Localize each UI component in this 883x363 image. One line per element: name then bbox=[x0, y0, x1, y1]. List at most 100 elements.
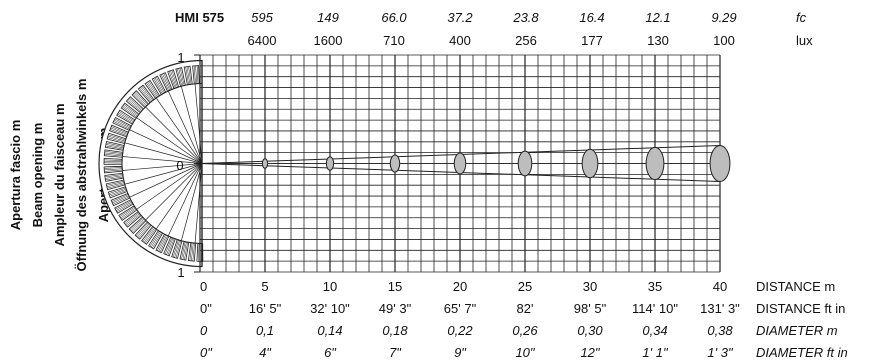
fan-hatch bbox=[131, 218, 145, 232]
fan-hatch bbox=[175, 240, 182, 259]
fan-hatch bbox=[125, 213, 140, 226]
fan-hatch bbox=[122, 105, 138, 117]
fan-radial bbox=[180, 163, 203, 241]
fan-hatch bbox=[171, 70, 178, 88]
fan-hatch bbox=[186, 66, 191, 85]
axis-row-label: DISTANCE m bbox=[756, 279, 835, 294]
lux-unit: lux bbox=[796, 33, 813, 48]
fan-hatch bbox=[155, 76, 165, 93]
axis-row-value: 1' 1" bbox=[642, 345, 669, 360]
beam-angle-fan bbox=[98, 59, 204, 268]
fan-hatch bbox=[129, 97, 143, 111]
axis-row-value: 6" bbox=[324, 345, 337, 360]
axis-row-value: 0,38 bbox=[707, 323, 733, 338]
fan-hatch bbox=[123, 104, 139, 116]
fan-radial bbox=[129, 163, 203, 198]
fan-radial bbox=[124, 142, 203, 164]
y-axis-titles: Apertura fascio m Beam opening m Ampleur… bbox=[8, 79, 111, 272]
y-axis-title-it: Apertura fascio m bbox=[8, 120, 23, 231]
fan-radial bbox=[122, 163, 203, 171]
axis-row-value: 0,26 bbox=[512, 323, 538, 338]
fc-value: 12.1 bbox=[645, 10, 670, 25]
lux-value: 6400 bbox=[248, 33, 277, 48]
beam-spot bbox=[389, 154, 401, 173]
fan-hatch bbox=[143, 227, 155, 243]
axis-row-value: 49' 3" bbox=[379, 301, 412, 316]
fan-hatch bbox=[196, 65, 199, 84]
fan-hatch bbox=[107, 135, 126, 142]
fan-hatch bbox=[105, 145, 124, 150]
axis-row-value: 9" bbox=[454, 345, 467, 360]
fan-hatch bbox=[140, 86, 153, 102]
fan-hatch bbox=[141, 85, 154, 101]
axis-row-value: 12" bbox=[580, 345, 600, 360]
fan-hatch bbox=[153, 78, 163, 95]
fan-radial bbox=[180, 86, 203, 164]
fan-hatch bbox=[106, 142, 124, 147]
fan-hatch bbox=[132, 93, 146, 107]
fan-inner-arc bbox=[121, 83, 203, 244]
fc-value: 66.0 bbox=[381, 10, 407, 25]
axis-row-value: 0,22 bbox=[447, 323, 473, 338]
axis-row-value: 20 bbox=[453, 279, 467, 294]
axis-row-value: 0,1 bbox=[256, 323, 274, 338]
fan-hatch bbox=[150, 231, 161, 248]
fan-hatch bbox=[160, 74, 169, 91]
fan-hatch bbox=[134, 92, 147, 106]
fan-radial bbox=[136, 163, 203, 210]
fan-radial bbox=[167, 163, 203, 237]
fan-hatch bbox=[181, 241, 186, 260]
fc-value: 149 bbox=[317, 10, 339, 25]
fan-hatch bbox=[118, 112, 134, 123]
fan-hatch bbox=[158, 235, 167, 252]
axis-row-value: 32' 10" bbox=[310, 301, 350, 316]
axis-row-value: 82' bbox=[517, 301, 534, 316]
fan-hatch bbox=[145, 228, 156, 244]
fan-hatch bbox=[106, 181, 125, 186]
fan-radial bbox=[122, 156, 203, 164]
beam-spot bbox=[261, 158, 269, 169]
fan-hatch bbox=[104, 152, 123, 156]
fc-value: 23.8 bbox=[512, 10, 539, 25]
fan-hatch bbox=[121, 208, 137, 220]
fan-radial bbox=[194, 163, 203, 244]
fan-radial bbox=[194, 83, 203, 164]
fan-hatch bbox=[167, 238, 175, 256]
axis-row-value: 0,18 bbox=[382, 323, 408, 338]
axis-row-value: 0,14 bbox=[317, 323, 342, 338]
fan-hatch bbox=[109, 188, 127, 196]
illuminance-rows: 595 149 66.0 37.2 23.8 16.4 12.1 9.29 fc 6400 1600… bbox=[248, 10, 814, 48]
fan-radial bbox=[129, 129, 203, 164]
distance-rows: 0 5 10 15 20 25 30 35 40 DISTANCE m 0" 16' 5" 32' 10… bbox=[200, 279, 848, 360]
axis-row-value: 114' 10" bbox=[632, 301, 678, 316]
fan-hatch bbox=[136, 222, 149, 237]
fan-hatch bbox=[191, 242, 194, 261]
fan-hatch bbox=[142, 227, 154, 242]
fan-hatch bbox=[185, 66, 189, 85]
fan-hatch bbox=[112, 196, 130, 205]
fan-radial bbox=[167, 90, 203, 164]
fan-hatch bbox=[105, 175, 123, 179]
fan-hatch bbox=[104, 151, 123, 154]
fan-hatch bbox=[107, 183, 125, 189]
fan-hatch bbox=[188, 66, 192, 85]
axis-row-value: 65' 7" bbox=[444, 301, 477, 316]
fan-hatch bbox=[174, 240, 180, 258]
lux-value: 177 bbox=[581, 33, 603, 48]
fan-hatch bbox=[172, 239, 179, 258]
fan-hatch bbox=[110, 127, 128, 135]
fan-hatch bbox=[117, 113, 134, 124]
y-axis-title-de: Öffnung des abstrahlwinkels m bbox=[74, 79, 89, 272]
beam-spot bbox=[325, 156, 335, 171]
lux-value: 710 bbox=[383, 33, 405, 48]
beam-spot bbox=[581, 148, 599, 179]
fan-hatch bbox=[112, 195, 129, 204]
fc-value: 16.4 bbox=[579, 10, 604, 25]
fan-hatch bbox=[128, 98, 143, 111]
fan-hatch bbox=[164, 237, 173, 255]
fan-hatch bbox=[113, 121, 130, 130]
fan-hatch bbox=[148, 81, 159, 97]
axis-row-value: 4" bbox=[259, 345, 272, 360]
fan-hatch bbox=[104, 154, 123, 157]
